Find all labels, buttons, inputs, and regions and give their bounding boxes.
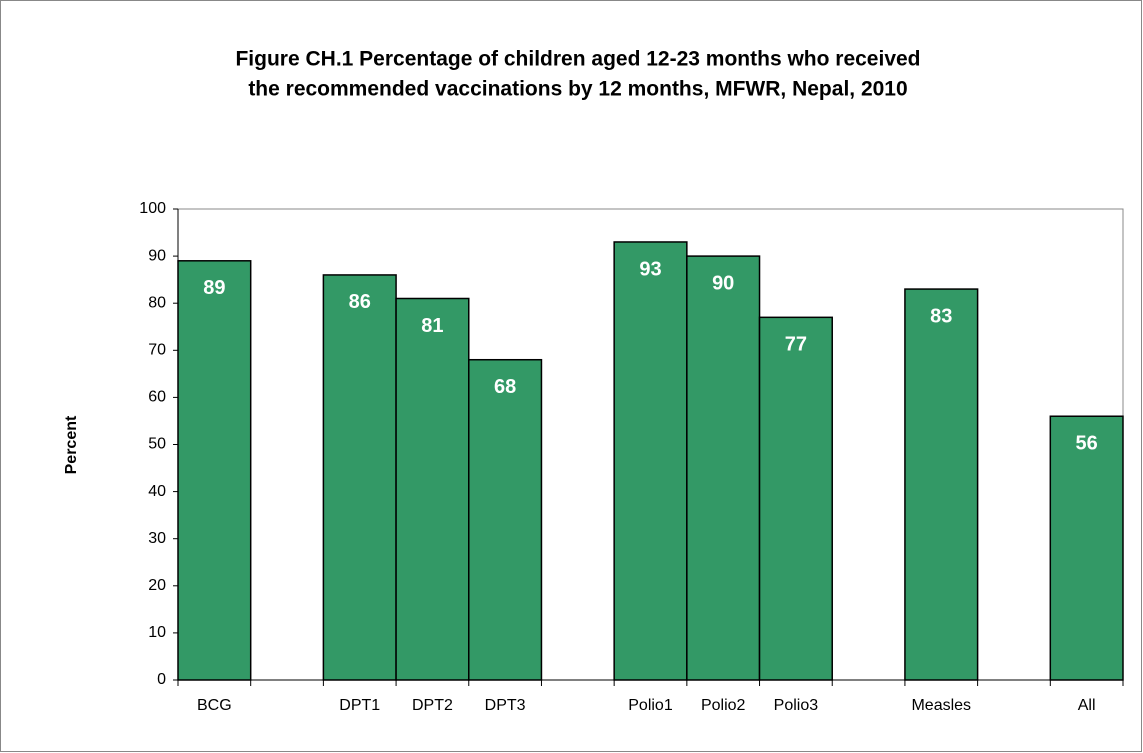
y-tick-label: 40 — [148, 483, 166, 500]
y-tick-label: 0 — [157, 671, 166, 688]
bar — [177, 260, 252, 681]
value-label: 86 — [349, 291, 371, 313]
value-label: 68 — [494, 376, 516, 398]
x-tick-label: BCG — [197, 697, 232, 714]
y-tick-label: 20 — [148, 577, 166, 594]
x-tick-label: DPT1 — [339, 697, 380, 714]
x-tick-label: Polio2 — [701, 697, 746, 714]
y-axis-label: Percent — [63, 415, 80, 474]
y-tick-label: 50 — [148, 436, 166, 453]
chart-title: Figure CH.1 Percentage of children aged … — [235, 48, 920, 71]
x-tick-label: Polio3 — [774, 697, 819, 714]
y-tick-label: 30 — [148, 530, 166, 547]
x-tick-label: Measles — [911, 697, 971, 714]
value-label: 77 — [785, 334, 807, 356]
bar — [758, 316, 833, 681]
y-tick-label: 60 — [148, 389, 166, 406]
y-tick-label: 80 — [148, 294, 166, 311]
bar — [468, 358, 543, 681]
bar — [1049, 415, 1124, 681]
value-label: 83 — [930, 305, 952, 327]
y-tick-label: 70 — [148, 342, 166, 359]
value-label: 90 — [712, 272, 734, 294]
x-tick-label: Polio1 — [628, 697, 673, 714]
bar — [395, 297, 470, 681]
y-tick-label: 100 — [139, 200, 166, 217]
x-tick-label: DPT2 — [412, 697, 453, 714]
chart-title: the recommended vaccinations by 12 month… — [248, 78, 907, 101]
bar — [904, 288, 979, 681]
bar — [613, 241, 688, 681]
bar — [686, 255, 761, 681]
value-label: 81 — [421, 315, 443, 337]
value-label: 56 — [1076, 433, 1098, 455]
x-tick-label: DPT3 — [485, 697, 526, 714]
y-tick-label: 10 — [148, 624, 166, 641]
x-tick-label: All — [1078, 697, 1096, 714]
value-label: 89 — [203, 277, 225, 299]
value-label: 93 — [639, 258, 661, 280]
bar — [322, 274, 397, 681]
y-tick-label: 90 — [148, 247, 166, 264]
